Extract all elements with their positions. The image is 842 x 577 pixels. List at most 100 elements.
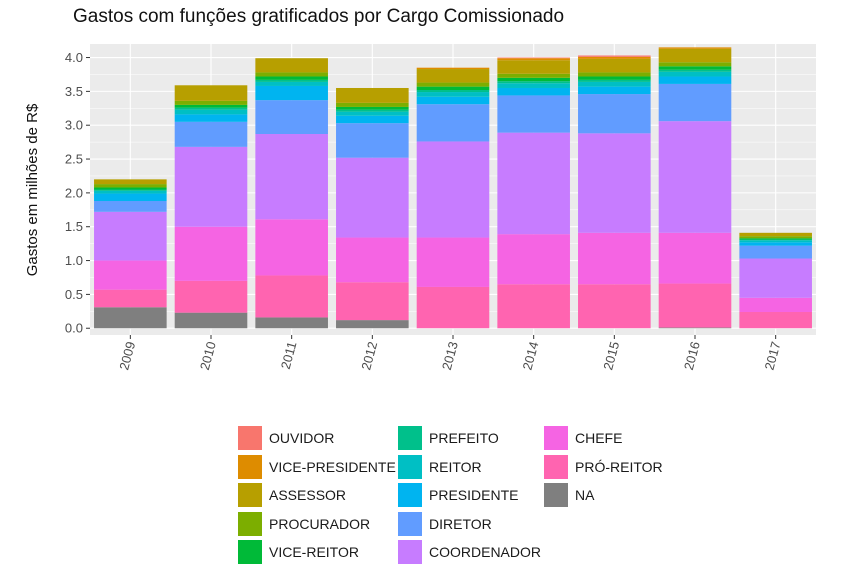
bar-segment	[578, 56, 651, 59]
bar-segment	[416, 69, 490, 83]
bar-segment	[255, 317, 328, 329]
legend-item: PRÓ-REITOR	[544, 453, 684, 482]
legend-label: ASSESSOR	[269, 487, 347, 504]
bar-segment	[255, 100, 328, 135]
bar-segment	[658, 69, 732, 72]
y-axis: 0.0 0.5 1.0 1.5 2.0 2.5 3.0 3.5 4.0	[65, 50, 90, 336]
bar-segment	[497, 57, 570, 59]
bar-segment	[94, 289, 167, 308]
bar-segment	[578, 55, 651, 57]
legend-item: PROCURADOR	[238, 510, 398, 539]
legend-item: VICE-PRESIDENTE	[238, 453, 398, 482]
bar-segment	[416, 104, 490, 142]
legend-item: DIRETOR	[398, 510, 544, 539]
x-tick-label: 2012	[358, 340, 380, 372]
bar-segment	[497, 58, 570, 61]
y-tick-label: 2.5	[65, 152, 83, 167]
bar-segment	[578, 76, 651, 80]
bar-segment	[336, 87, 409, 103]
y-tick-label: 1.5	[65, 219, 83, 234]
bar-segment	[658, 48, 732, 63]
bar-segment	[174, 100, 248, 105]
bar-segment	[416, 82, 490, 87]
bar-segment	[174, 312, 248, 329]
legend-label: CHEFE	[575, 430, 623, 447]
bar-segment	[255, 76, 328, 80]
x-tick-label: 2009	[116, 340, 138, 372]
bar-segment	[255, 134, 328, 220]
bars	[94, 47, 812, 329]
bar-segment	[336, 106, 409, 110]
bar-segment	[255, 219, 328, 276]
legend-key	[544, 426, 568, 451]
bar-segment	[658, 76, 732, 84]
x-tick-label: 2017	[762, 340, 784, 372]
bar-segment	[336, 237, 409, 283]
bar-segment	[497, 87, 570, 96]
bar-segment	[336, 109, 409, 112]
bar-segment	[578, 81, 651, 87]
legend-item: ASSESSOR	[238, 481, 398, 510]
bar-segment	[174, 121, 248, 147]
bar-segment	[497, 284, 570, 329]
x-axis: 2009 2010 2011 2012 2013 2014 2015 2016 2017	[116, 335, 784, 372]
y-tick-label: 3.0	[65, 118, 83, 133]
legend-key	[398, 426, 422, 451]
stacked-bar-chart: 0.0 0.5 1.0 1.5 2.0 2.5 3.0 3.5 4.0 2009 2010 2011…	[24, 44, 816, 372]
x-tick-label: 2013	[439, 340, 461, 372]
bar-segment	[578, 94, 651, 134]
x-tick-label: 2014	[520, 340, 542, 372]
y-tick-label: 0.0	[65, 321, 83, 336]
legend-key	[238, 454, 262, 479]
y-axis-label: Gastos em milhões de R$	[24, 103, 41, 276]
x-tick-label: 2016	[681, 340, 703, 372]
bar-segment	[94, 187, 167, 190]
legend-item: PREFEITO	[398, 424, 544, 453]
bar-segment	[255, 79, 328, 82]
bar-segment	[578, 284, 651, 329]
bar-segment	[174, 109, 248, 115]
bar-segment	[336, 111, 409, 116]
bar-segment	[94, 260, 167, 290]
bar-segment	[739, 297, 812, 312]
bar-segment	[94, 201, 167, 212]
legend-key	[238, 540, 262, 565]
legend-key	[398, 454, 422, 479]
bar-segment	[416, 96, 490, 105]
bar-segment	[255, 72, 328, 77]
legend-key	[238, 483, 262, 508]
bar-segment	[658, 283, 732, 328]
bar-segment	[497, 234, 570, 285]
bar-segment	[336, 320, 409, 329]
bar-segment	[416, 90, 490, 93]
legend-label: PRESIDENTE	[429, 487, 519, 504]
legend-key	[238, 511, 262, 536]
bar-segment	[578, 72, 651, 77]
legend-key	[398, 540, 422, 565]
legend-item: OUVIDOR	[238, 424, 398, 453]
bar-segment	[497, 73, 570, 78]
bar-segment	[174, 280, 248, 313]
legend-item: NA	[544, 481, 684, 510]
bar-segment	[578, 79, 651, 82]
legend-key	[544, 454, 568, 479]
bar-segment	[336, 102, 409, 107]
bar-segment	[578, 58, 651, 73]
x-tick-label: 2010	[197, 340, 219, 372]
bar-segment	[497, 95, 570, 133]
legend-label: PROCURADOR	[269, 515, 371, 532]
bar-segment	[416, 86, 490, 91]
bar-segment	[739, 245, 812, 259]
bar-segment	[255, 275, 328, 318]
bar-segment	[578, 232, 651, 285]
bar-segment	[94, 193, 167, 202]
legend-label: VICE-REITOR	[269, 544, 359, 561]
bar-segment	[94, 307, 167, 329]
legend-item: CHEFE	[544, 424, 684, 453]
bar-segment	[658, 121, 732, 233]
bar-segment	[578, 86, 651, 95]
legend-item: REITOR	[398, 453, 544, 482]
bar-segment	[739, 311, 812, 329]
bar-segment	[658, 327, 732, 329]
bar-segment	[416, 286, 490, 329]
